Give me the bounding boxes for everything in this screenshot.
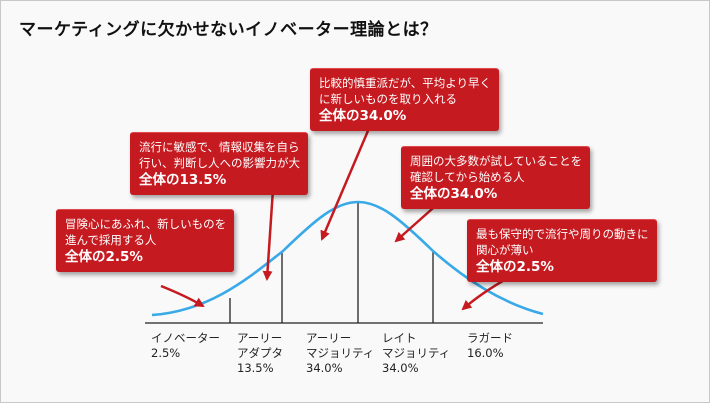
category-late-majority: レイト マジョリティ 34.0% [382, 331, 450, 376]
category-early-adopters-pct: 13.5% [237, 361, 274, 375]
category-laggards: ラガード 16.0% [467, 331, 513, 361]
arrow-early-majority [320, 118, 375, 241]
category-innovators: イノベーター 2.5% [151, 331, 220, 361]
callout-early-majority-line1: 比較的慎重派だが、平均より早く [319, 76, 492, 90]
callout-innovators-line2: 進んで採用する人 [65, 233, 157, 247]
arrow-early-adopters [262, 188, 275, 281]
callout-laggards: 最も保守的で流行や周りの動きに 関心が薄い 全体の2.5% [467, 219, 657, 282]
callout-late-majority-line2: 確認してから始める人 [410, 170, 525, 184]
callout-innovators: 冒険心にあふれ、新しいものを 進んで採用する人 全体の2.5% [56, 209, 235, 272]
callout-laggards-share: 全体の2.5% [476, 259, 554, 275]
callout-early-adopters-share: 全体の13.5% [139, 172, 227, 188]
callout-early-majority-share: 全体の34.0% [319, 108, 407, 124]
callout-early-majority-line2: に新しいものを取り入れる [319, 92, 457, 106]
callout-laggards-line1: 最も保守的で流行や周りの動きに [476, 227, 649, 241]
category-early-majority-name2: マジョリティ [306, 346, 375, 360]
callout-early-majority: 比較的慎重派だが、平均より早く に新しいものを取り入れる 全体の34.0% [310, 68, 500, 131]
category-early-majority-pct: 34.0% [306, 361, 343, 375]
page-title: マーケティングに欠かせないイノベーター理論とは？ [19, 20, 438, 40]
category-early-adopters: アーリー アダプタ 13.5% [237, 331, 283, 376]
category-late-majority-name2: マジョリティ [382, 346, 451, 360]
callout-laggards-line2: 関心が薄い [476, 243, 534, 257]
callout-late-majority-line1: 周囲の大多数が試していることを [410, 154, 583, 168]
category-innovators-pct: 2.5% [151, 346, 181, 360]
callout-innovators-line1: 冒険心にあふれ、新しいものを [65, 217, 227, 231]
callout-late-majority: 周囲の大多数が試していることを 確認してから始める人 全体の34.0% [401, 146, 591, 209]
callout-early-adopters-line2: 行い、判断し人への影響力が大 [139, 156, 300, 170]
category-innovators-name: イノベーター [151, 331, 220, 345]
callout-early-adopters: 流行に敏感で、情報収集を自ら 行い、判断し人への影響力が大 全体の13.5% [130, 132, 308, 195]
category-late-majority-pct: 34.0% [382, 361, 419, 375]
category-early-adopters-name1: アーリー [237, 331, 283, 345]
callout-innovators-share: 全体の2.5% [65, 249, 143, 265]
callout-late-majority-share: 全体の34.0% [410, 186, 498, 202]
category-early-majority: アーリー マジョリティ 34.0% [306, 331, 374, 376]
category-laggards-name: ラガード [467, 331, 513, 345]
category-laggards-pct: 16.0% [467, 346, 504, 360]
category-early-majority-name1: アーリー [306, 331, 352, 345]
category-late-majority-name1: レイト [382, 331, 417, 345]
arrow-innovators [160, 284, 205, 308]
category-early-adopters-name2: アダプタ [237, 346, 283, 360]
callout-early-adopters-line1: 流行に敏感で、情報収集を自ら [139, 140, 300, 154]
